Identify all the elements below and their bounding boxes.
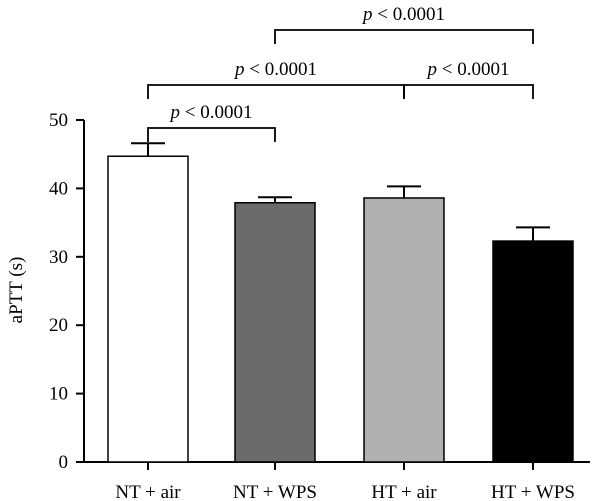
x-tick-label-1: NT + WPS — [233, 482, 317, 501]
bracket-2 — [403, 84, 534, 99]
bars — [107, 155, 574, 463]
y-tick-label: 50 — [49, 110, 68, 131]
error-bars — [131, 142, 550, 242]
bracket-3 — [274, 29, 534, 44]
x-tick-label-3: HT + WPS — [491, 482, 575, 501]
p-value-label-2: p < 0.0001 — [426, 59, 510, 80]
bracket-1 — [147, 84, 405, 99]
x-tick-label-2: HT + air — [371, 482, 437, 501]
y-tick-label: 30 — [49, 247, 68, 268]
p-value-label-1: p < 0.0001 — [233, 59, 317, 80]
y-tick-label: 40 — [49, 178, 68, 199]
bar-1 — [234, 202, 316, 463]
y-tick-labels: 0 10 20 30 40 50 — [49, 110, 68, 473]
bar-0 — [107, 155, 189, 463]
p-value-label-0: p < 0.0001 — [169, 102, 253, 123]
bar-3 — [492, 240, 574, 463]
x-tick-labels: NT + air NT + WPS HT + air HT + WPS — [115, 482, 575, 501]
significance-brackets: p < 0.0001 p < 0.0001 p < 0.0001 p < 0.0001 — [147, 4, 534, 142]
x-tick-label-0: NT + air — [115, 482, 181, 501]
y-tick-label: 0 — [59, 452, 69, 473]
y-tick-label: 20 — [49, 315, 68, 336]
y-tick-label: 10 — [49, 384, 68, 405]
p-value-label-3: p < 0.0001 — [361, 4, 445, 25]
bar-2 — [363, 197, 445, 463]
bracket-0 — [147, 127, 276, 142]
y-axis-title: aPTT (s) — [6, 257, 27, 324]
